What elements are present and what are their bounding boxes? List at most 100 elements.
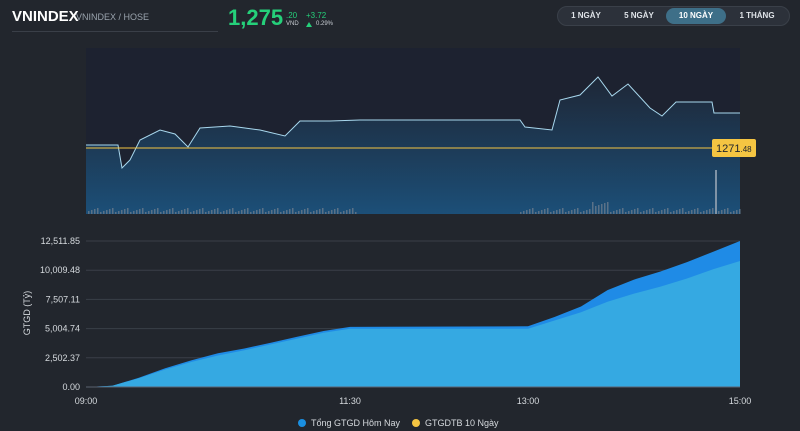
- volume-bar: [328, 211, 330, 214]
- volume-bar: [124, 209, 126, 214]
- volume-bar: [202, 208, 204, 214]
- volume-bar: [214, 209, 216, 214]
- volume-bar: [262, 208, 264, 214]
- volume-bar: [136, 210, 138, 214]
- volume-bar: [187, 208, 189, 214]
- volume-bar: [163, 211, 165, 214]
- volume-bar: [718, 211, 720, 214]
- volume-bar: [241, 210, 243, 214]
- up-arrow-icon: [306, 22, 312, 27]
- volume-bar: [355, 212, 357, 214]
- volume-bar: [559, 209, 561, 214]
- volume-bar: [325, 212, 327, 214]
- volume-bar: [211, 210, 213, 214]
- volume-bar: [283, 211, 285, 214]
- volume-bar: [217, 208, 219, 214]
- volume-bar: [739, 209, 741, 214]
- volume-bar: [220, 212, 222, 214]
- volume-bar: [709, 209, 711, 214]
- volume-bar: [577, 208, 579, 214]
- tab-1-ngay[interactable]: 1 NGÀY: [571, 11, 601, 20]
- volume-bar: [235, 212, 237, 214]
- volume-bar: [679, 209, 681, 214]
- volume-bar: [643, 211, 645, 214]
- volume-bar: [184, 209, 186, 214]
- volume-bar: [301, 210, 303, 214]
- y-tick-label: 10,009.48: [40, 265, 80, 275]
- volume-bar: [544, 209, 546, 214]
- volume-bar: [319, 209, 321, 214]
- legend-item-total[interactable]: Tổng GTGD Hôm Nay: [298, 418, 400, 428]
- volume-bar: [655, 212, 657, 214]
- y-axis-label: GTGD (Tỷ): [22, 291, 32, 336]
- volume-bar: [568, 211, 570, 214]
- volume-bar: [646, 210, 648, 214]
- volume-bar: [112, 208, 114, 214]
- volume-bar: [535, 212, 537, 214]
- area-avg-10-days: [86, 261, 740, 387]
- volume-bar: [658, 211, 660, 214]
- volume-bar: [322, 208, 324, 214]
- legend-label-average: GTGDTB 10 Ngày: [425, 418, 499, 428]
- volume-bar: [736, 210, 738, 214]
- legend-item-average[interactable]: GTGDTB 10 Ngày: [412, 418, 499, 428]
- volume-bar: [169, 209, 171, 214]
- volume-bar: [94, 209, 96, 214]
- volume-bar: [106, 210, 108, 214]
- volume-bar: [337, 208, 339, 214]
- volume-bar: [109, 209, 111, 214]
- legend: Tổng GTGD Hôm Nay GTGDTB 10 Ngày: [0, 414, 800, 430]
- volume-bar: [562, 208, 564, 214]
- volume-bar: [175, 212, 177, 214]
- volume-bar: [691, 210, 693, 214]
- volume-bar: [286, 210, 288, 214]
- volume-bar: [565, 212, 567, 214]
- volume-bar: [232, 208, 234, 214]
- volume-bar: [295, 212, 297, 214]
- volume-bar: [604, 203, 606, 214]
- symbol-title: VNINDEX: [12, 8, 79, 25]
- volume-bar: [601, 204, 603, 214]
- volume-bar: [208, 211, 210, 214]
- volume-bar: [121, 210, 123, 214]
- volume-bar: [91, 210, 93, 214]
- volume-bar: [634, 209, 636, 214]
- volume-bar: [346, 210, 348, 214]
- y-tick-labels: 12,511.85 10,009.48 7,507.11 5,004.74 2,502.…: [40, 236, 80, 392]
- tab-1-thang[interactable]: 1 THÁNG: [739, 11, 775, 20]
- volume-bar: [523, 211, 525, 214]
- volume-bar: [721, 210, 723, 214]
- volume-bar: [331, 210, 333, 214]
- volume-bar: [196, 210, 198, 214]
- volume-bar: [205, 212, 207, 214]
- volume-bar: [343, 211, 345, 214]
- volume-bar: [223, 211, 225, 214]
- y-tick-label: 2,502.37: [45, 353, 80, 363]
- volume-bar: [574, 209, 576, 214]
- price-change: +3.72: [306, 11, 327, 20]
- header-divider: [12, 31, 218, 32]
- x-tick-label: 09:00: [75, 396, 98, 406]
- volume-bar: [727, 208, 729, 214]
- volume-bar: [520, 212, 522, 214]
- volume-bar: [556, 210, 558, 214]
- volume-bar: [589, 209, 591, 214]
- y-tick-label: 0.00: [62, 382, 80, 392]
- volume-bar: [127, 208, 129, 214]
- volume-bar: [625, 212, 627, 214]
- volume-bar: [553, 211, 555, 214]
- volume-bar: [289, 209, 291, 214]
- volume-bar: [133, 211, 135, 214]
- volume-bar: [100, 212, 102, 214]
- x-tick-label: 15:00: [729, 396, 752, 406]
- volume-bar: [733, 211, 735, 214]
- volume-bar: [628, 211, 630, 214]
- volume-bar: [667, 208, 669, 214]
- volume-bar: [352, 208, 354, 214]
- tab-10-ngay[interactable]: 10 NGÀY: [666, 8, 726, 24]
- volume-bar: [340, 212, 342, 214]
- tab-5-ngay[interactable]: 5 NGÀY: [624, 11, 654, 20]
- price-unit: VND: [286, 21, 299, 27]
- volume-bar: [547, 208, 549, 214]
